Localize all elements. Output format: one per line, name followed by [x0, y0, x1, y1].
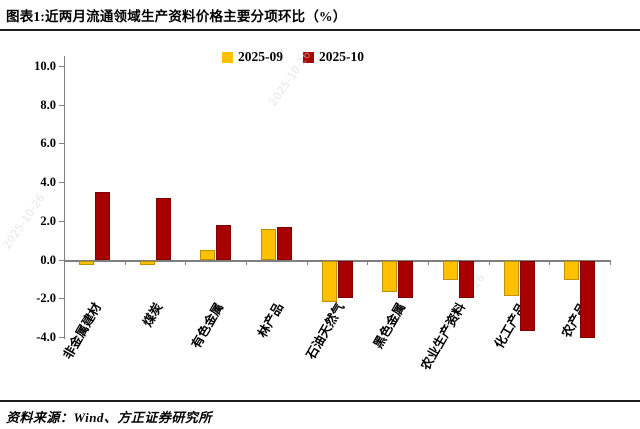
x-tick-mark	[246, 260, 247, 265]
figure-header: 图表1:近两月流通领域生产资料价格主要分项环比（%）	[0, 0, 640, 31]
y-tick-label: 4.0	[40, 175, 56, 189]
y-tick-label: 6.0	[40, 136, 56, 150]
y-tick-mark	[59, 105, 64, 106]
y-tick-label: -4.0	[36, 330, 56, 344]
bar-2025-09-化工产品	[504, 261, 519, 296]
bar-2025-10-石油天然气	[338, 261, 353, 298]
chart-legend: 2025-09 2025-10	[222, 49, 364, 65]
legend-item-2025-10: 2025-10	[303, 49, 364, 65]
legend-swatch-2025-10	[303, 51, 314, 63]
bar-2025-09-煤炭	[140, 261, 155, 265]
bar-2025-10-煤炭	[156, 198, 171, 260]
y-tick-label: 0.0	[40, 253, 56, 267]
legend-swatch-2025-09	[222, 51, 233, 63]
bar-2025-09-有色金属	[200, 250, 215, 260]
bar-2025-10-非金属建材	[95, 192, 110, 260]
y-tick-mark	[59, 143, 64, 144]
y-tick-mark	[59, 260, 64, 261]
bar-2025-10-有色金属	[216, 225, 231, 260]
bar-2025-10-农业生产资料	[459, 261, 474, 298]
x-tick-mark	[125, 260, 126, 265]
bar-2025-09-林产品	[261, 229, 276, 260]
x-axis-line	[64, 260, 610, 262]
bar-2025-09-农产品	[564, 261, 579, 280]
x-tick-mark	[307, 260, 308, 265]
y-tick-mark	[59, 298, 64, 299]
x-tick-mark	[185, 260, 186, 265]
x-tick-mark	[367, 260, 368, 265]
bar-2025-10-化工产品	[520, 261, 535, 331]
y-tick-label: 10.0	[34, 59, 56, 73]
y-tick-mark	[59, 221, 64, 222]
y-tick-mark	[59, 337, 64, 338]
x-tick-mark	[428, 260, 429, 265]
x-tick-mark	[549, 260, 550, 265]
y-tick-label: 2.0	[40, 214, 56, 228]
bar-2025-09-农业生产资料	[443, 261, 458, 280]
bar-2025-10-黑色金属	[398, 261, 413, 298]
figure-footer: 资料来源：Wind、方正证券研究所	[0, 400, 640, 426]
y-axis-line	[64, 56, 65, 339]
bar-2025-10-农产品	[580, 261, 595, 338]
bar-2025-10-林产品	[277, 227, 292, 260]
legend-label: 2025-09	[238, 49, 283, 64]
chart-title: 图表1:近两月流通领域生产资料价格主要分项环比（%）	[6, 9, 347, 24]
x-tick-mark	[489, 260, 490, 265]
legend-item-2025-09: 2025-09	[222, 49, 283, 65]
bar-2025-09-黑色金属	[382, 261, 397, 292]
legend-label: 2025-10	[319, 49, 364, 64]
y-tick-label: -2.0	[36, 291, 56, 305]
y-tick-mark	[59, 66, 64, 67]
bar-2025-09-非金属建材	[79, 261, 94, 265]
bar-2025-09-石油天然气	[322, 261, 337, 302]
y-tick-label: 8.0	[40, 98, 56, 112]
y-tick-mark	[59, 182, 64, 183]
x-tick-mark	[64, 260, 65, 265]
x-tick-mark	[610, 260, 611, 265]
source-note: 资料来源：Wind、方正证券研究所	[6, 410, 212, 425]
